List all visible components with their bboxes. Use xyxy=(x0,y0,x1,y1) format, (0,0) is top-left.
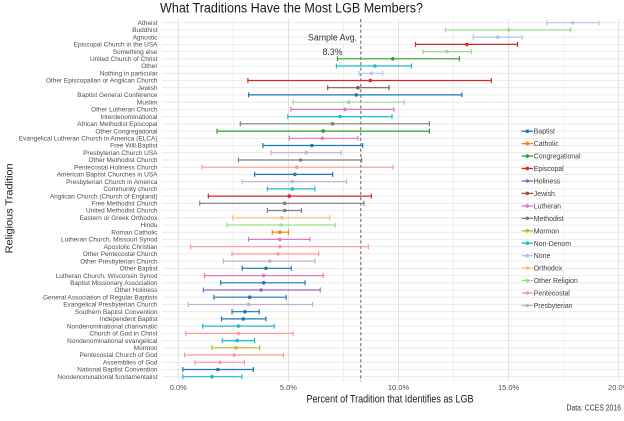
svg-text:National Baptist Convention: National Baptist Convention xyxy=(77,367,158,374)
svg-text:Assemblies of God: Assemblies of God xyxy=(103,360,158,367)
svg-text:Baptist Missionary Association: Baptist Missionary Association xyxy=(70,280,158,287)
svg-text:Mormon: Mormon xyxy=(534,228,559,235)
svg-text:Pentecostal Church of God: Pentecostal Church of God xyxy=(79,352,157,359)
svg-text:Buddhist: Buddhist xyxy=(132,27,157,34)
svg-text:Nondenominational evangelical: Nondenominational evangelical xyxy=(67,338,158,345)
svg-text:Other Baptist: Other Baptist xyxy=(120,266,158,273)
svg-text:Nondenominational fundamentali: Nondenominational fundamentalist xyxy=(57,374,157,381)
svg-text:United Methodist Church: United Methodist Church xyxy=(86,208,158,215)
svg-text:0.0%: 0.0% xyxy=(170,383,187,392)
svg-text:None: None xyxy=(534,253,551,260)
svg-text:Catholic: Catholic xyxy=(534,141,559,148)
svg-text:Independent Baptist: Independent Baptist xyxy=(100,316,158,323)
svg-text:5.0%: 5.0% xyxy=(280,383,297,392)
svg-text:Free Will Baptist: Free Will Baptist xyxy=(110,143,158,150)
svg-text:Other Pentecostal Church: Other Pentecostal Church xyxy=(83,251,158,258)
svg-text:Percent of Tradition that Iden: Percent of Tradition that Identifies as … xyxy=(307,394,474,406)
svg-text:African Methodist Episcopal: African Methodist Episcopal xyxy=(77,121,158,128)
svg-text:Community church: Community church xyxy=(103,186,158,193)
svg-text:Episcopal Church in the USA: Episcopal Church in the USA xyxy=(74,42,158,49)
svg-text:Interdenominational: Interdenominational xyxy=(100,114,158,121)
svg-text:Anglican Church (Church of Eng: Anglican Church (Church of England) xyxy=(50,193,158,200)
svg-text:Other Methodist Church: Other Methodist Church xyxy=(88,157,157,164)
svg-text:Religious Tradition: Religious Tradition xyxy=(5,163,16,253)
svg-text:20.0%: 20.0% xyxy=(608,383,624,392)
svg-text:Other Episcopalian or Anglican: Other Episcopalian or Anglican Church xyxy=(46,78,158,85)
svg-text:Southern Baptist Convention: Southern Baptist Convention xyxy=(75,309,158,316)
svg-text:15.0%: 15.0% xyxy=(498,383,520,392)
svg-text:Lutheran Church, Wisconsin Syn: Lutheran Church, Wisconsin Synod xyxy=(56,273,158,280)
svg-text:Congregational: Congregational xyxy=(534,154,581,161)
svg-text:Evangelical Presbyterian Churc: Evangelical Presbyterian Church xyxy=(63,302,158,309)
svg-text:General Association of Regular: General Association of Regular Baptists xyxy=(43,294,158,301)
svg-text:Other Holiness: Other Holiness xyxy=(115,287,159,294)
svg-text:Holiness: Holiness xyxy=(534,179,561,186)
svg-text:Baptist General Conference: Baptist General Conference xyxy=(77,92,158,99)
svg-text:Eastern or Greek Orthodox: Eastern or Greek Orthodox xyxy=(79,215,158,222)
svg-text:Free Methodist Church: Free Methodist Church xyxy=(91,201,157,208)
svg-text:Hindu: Hindu xyxy=(141,222,158,229)
svg-text:Jewish: Jewish xyxy=(138,85,158,92)
svg-text:What Traditions Have the Most: What Traditions Have the Most LGB Member… xyxy=(160,1,423,16)
svg-text:United Church of Christ: United Church of Christ xyxy=(90,56,158,63)
svg-text:Pentecostal: Pentecostal xyxy=(534,291,570,298)
svg-text:Something else: Something else xyxy=(113,49,158,56)
svg-text:10.0%: 10.0% xyxy=(388,383,410,392)
svg-text:Presbyterian Church in America: Presbyterian Church in America xyxy=(66,179,158,186)
svg-text:Apostolic Christian: Apostolic Christian xyxy=(104,244,158,251)
svg-text:American Baptist Churches in U: American Baptist Churches in USA xyxy=(57,172,158,179)
svg-text:Pentecostal Holiness Church: Pentecostal Holiness Church xyxy=(74,164,158,171)
svg-text:Methodist: Methodist xyxy=(534,216,564,223)
svg-text:Other: Other xyxy=(141,63,158,70)
svg-text:Baptist: Baptist xyxy=(534,129,555,136)
svg-text:8.3%: 8.3% xyxy=(323,47,343,57)
svg-text:Jewish: Jewish xyxy=(534,191,555,198)
svg-text:Presbyterian: Presbyterian xyxy=(534,303,573,310)
svg-text:Orthodox: Orthodox xyxy=(534,266,563,273)
svg-text:Agnostic: Agnostic xyxy=(133,34,159,41)
svg-text:Church of God in Christ: Church of God in Christ xyxy=(90,331,158,338)
svg-text:Muslim: Muslim xyxy=(137,99,158,106)
svg-text:Presbyterian Church USA: Presbyterian Church USA xyxy=(83,150,158,157)
svg-text:Non-Denom: Non-Denom xyxy=(534,241,571,248)
svg-text:Episcopal: Episcopal xyxy=(534,166,564,173)
svg-text:Other Presbyterian Church: Other Presbyterian Church xyxy=(80,258,158,265)
svg-text:Lutheran Church, Missouri Syno: Lutheran Church, Missouri Synod xyxy=(61,237,158,244)
svg-text:Atheist: Atheist xyxy=(138,20,158,27)
svg-text:Nondenominational charismatic: Nondenominational charismatic xyxy=(67,323,158,330)
svg-text:Nothing in particular: Nothing in particular xyxy=(100,71,159,78)
svg-text:Mormon: Mormon xyxy=(134,345,158,352)
svg-text:Roman Catholic: Roman Catholic xyxy=(111,229,158,236)
svg-text:Lutheran: Lutheran xyxy=(534,203,561,210)
svg-text:Other Lutheran Church: Other Lutheran Church xyxy=(91,107,158,114)
svg-text:Data: CCES 2016: Data: CCES 2016 xyxy=(567,404,622,413)
svg-text:Other Religion: Other Religion xyxy=(534,278,578,285)
svg-text:Other Congregational: Other Congregational xyxy=(95,128,158,135)
svg-text:Evangelical Lutheran Church in: Evangelical Lutheran Church in America (… xyxy=(19,136,158,143)
svg-text:Sample Avg.: Sample Avg. xyxy=(308,33,357,43)
